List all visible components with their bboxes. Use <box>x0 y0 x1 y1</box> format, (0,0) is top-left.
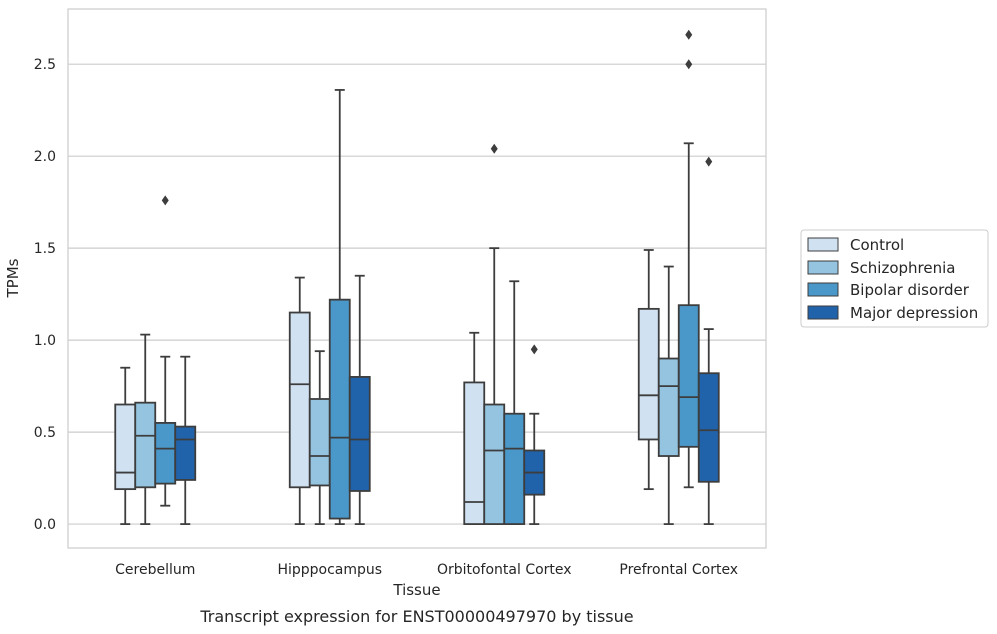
legend-swatch-schizophrenia <box>807 260 839 275</box>
box-body <box>697 372 720 483</box>
box-major-depression-prefrontal-cortex <box>697 156 720 525</box>
y-tick-label: 2.5 <box>34 57 56 73</box>
box-body <box>308 398 331 487</box>
legend-swatch-bipolar-disorder <box>807 282 839 297</box>
outlier-point <box>161 195 169 206</box>
outlier-point <box>705 156 713 167</box>
box-major-depression-cerebellum <box>174 355 197 525</box>
outlier-point <box>530 344 538 355</box>
box-bipolar-disorder-prefrontal-cortex <box>677 29 700 489</box>
outlier-point <box>685 29 693 40</box>
legend: Control Schizophrenia Bipolar disorder M… <box>800 229 989 328</box>
y-tick-labels: 0.0 0.5 1.0 1.5 2.0 2.5 <box>34 57 56 533</box>
x-tick-label: Cerebellum <box>115 562 195 578</box>
box-body <box>637 307 660 441</box>
legend-label-major-depression: Major depression <box>850 304 978 322</box>
x-tick-label: Hipppocampus <box>277 562 382 578</box>
box-bipolar-disorder-cerebellum <box>154 195 177 507</box>
y-tick-label: 0.5 <box>34 425 56 441</box>
legend-label-control: Control <box>850 236 904 254</box>
outlier-point <box>685 59 693 70</box>
x-axis-label: Tissue <box>392 581 440 599</box>
x-tick-labels: Cerebellum Hipppocampus Orbitofontal Corte… <box>115 562 738 578</box>
y-tick-label: 1.0 <box>34 333 56 349</box>
outlier-point <box>490 143 498 154</box>
box-control-hipppocampus <box>288 276 311 525</box>
box-body <box>114 403 137 491</box>
legend-swatch-control <box>807 237 839 252</box>
legend-swatch-major-depression <box>807 305 839 320</box>
box-major-depression-hipppocampus <box>348 274 371 525</box>
box-body <box>134 401 157 489</box>
box-body <box>483 403 506 525</box>
box-major-depression-orbitofontal-cortex <box>523 344 546 525</box>
legend-frame <box>800 229 989 328</box>
y-tick-label: 2.0 <box>34 149 56 165</box>
box-body <box>503 412 526 525</box>
y-tick-label: 1.5 <box>34 241 56 257</box>
plot-frame <box>67 8 767 549</box>
legend-label-schizophrenia: Schizophrenia <box>850 259 955 277</box>
x-tick-label: Prefrontal Cortex <box>619 562 738 578</box>
y-axis-label: TPMs <box>4 258 22 298</box>
box-body <box>657 357 680 457</box>
chart-caption: Transcript expression for ENST0000049797… <box>199 607 633 626</box>
box-plot-marks <box>114 29 720 525</box>
box-body <box>328 298 351 520</box>
box-body <box>174 425 197 481</box>
box-body <box>677 304 700 448</box>
box-body <box>288 311 311 489</box>
box-control-cerebellum <box>114 366 137 525</box>
y-tick-label: 0.0 <box>34 517 56 533</box>
box-body <box>348 376 371 492</box>
box-body <box>154 422 177 485</box>
x-tick-label: Orbitofontal Cortex <box>437 562 572 578</box>
legend-label-bipolar-disorder: Bipolar disorder <box>850 281 970 299</box>
